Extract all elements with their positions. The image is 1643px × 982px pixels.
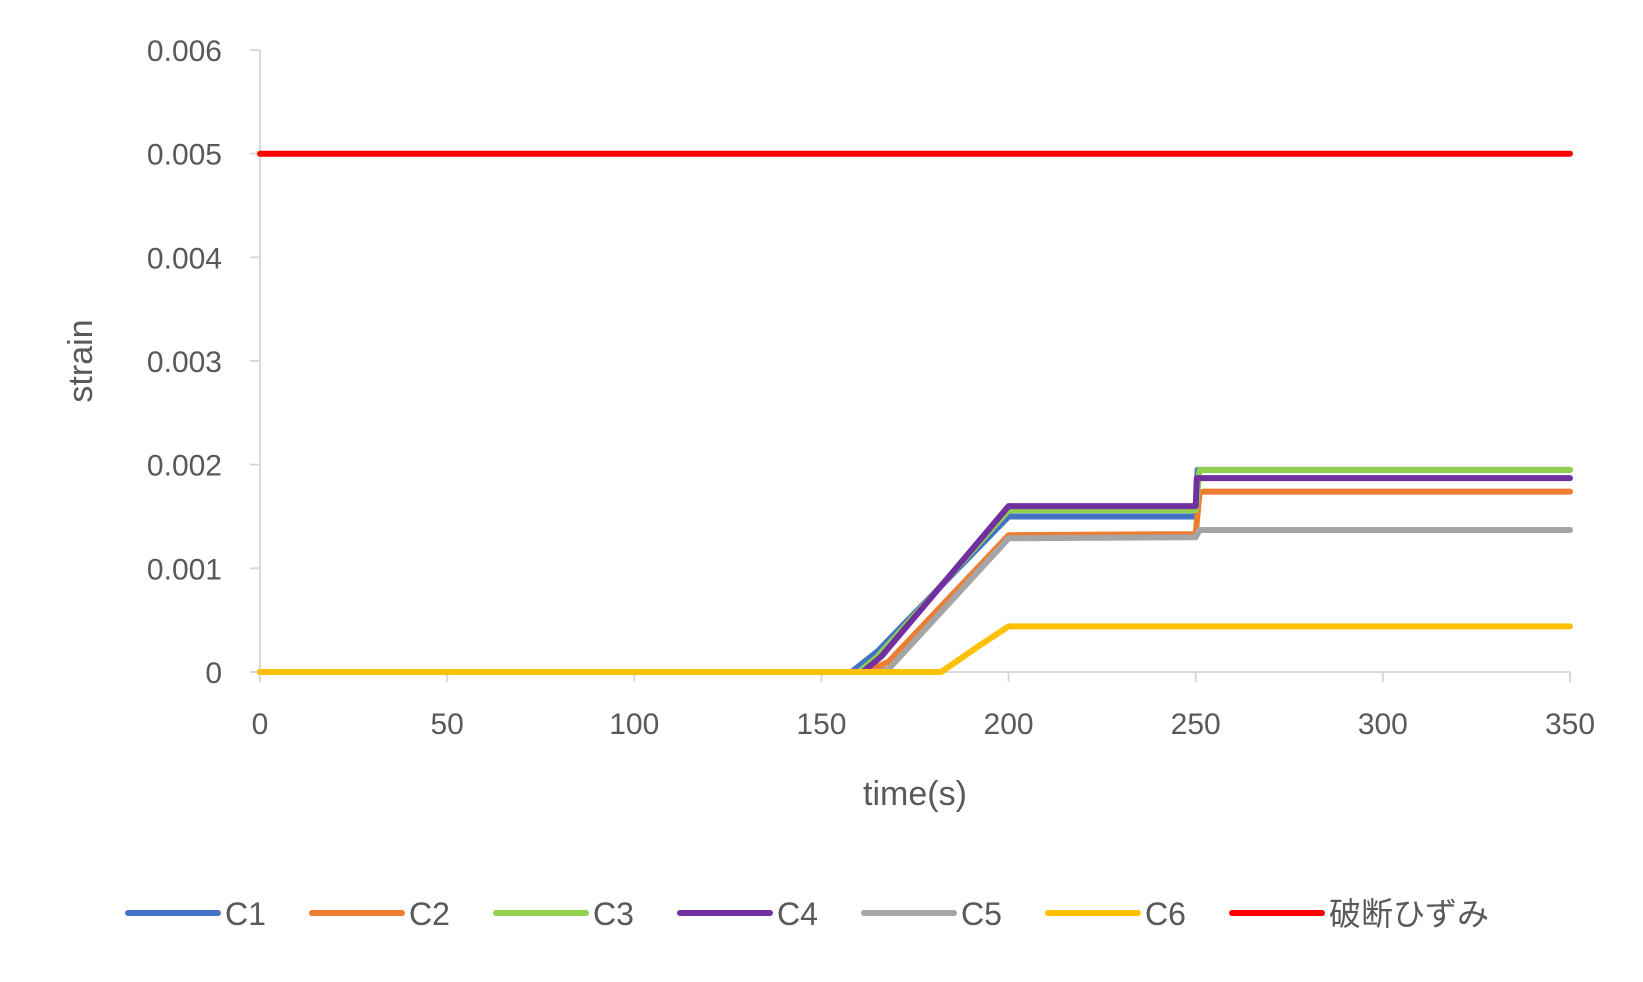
x-tick-label: 100 [609,708,659,741]
legend-item: C5 [861,896,1002,932]
y-tick-label: 0.001 [147,553,222,586]
legend-label: C2 [409,896,450,932]
x-tick-label: 150 [796,708,846,741]
x-tick-label: 250 [1171,708,1221,741]
y-tick-label: 0.005 [147,139,222,172]
x-axis: 0 50 100 150 200 250 300 350 [252,671,1595,741]
y-tick-label: 0 [205,657,222,690]
y-tick-label: 0.006 [147,35,222,68]
legend-item: C3 [493,896,634,932]
x-tick-label: 350 [1545,708,1595,741]
legend-label: C6 [1145,896,1186,932]
plot-area: 0 0.001 0.002 0.003 0.004 0.005 0.006 0 50 100 15… [147,35,1595,741]
legend-label: 破断ひずみ [1329,896,1489,932]
legend-label: C5 [961,896,1002,932]
x-tick-label: 50 [430,708,463,741]
y-tick-label: 0.003 [147,346,222,379]
series-line-5 [257,527,1573,675]
legend-item: 破断ひずみ [1229,896,1489,932]
y-tick-label: 0.004 [147,242,222,275]
legend-label: C1 [225,896,266,932]
y-axis-title: strain [62,319,100,402]
series-line-2 [257,488,1573,675]
legend: C1 C2 C3 C4 C5 C6 破断ひずみ [125,896,1489,932]
legend-item: C1 [125,896,266,932]
legend-item: C6 [1045,896,1186,932]
x-axis-title: time(s) [863,775,967,813]
legend-label: C4 [777,896,818,932]
legend-item: C4 [677,896,818,932]
x-tick-label: 200 [984,708,1034,741]
legend-item: C2 [309,896,450,932]
x-tick-label: 0 [252,708,269,741]
series-line-6 [257,623,1573,675]
legend-label: C3 [593,896,634,932]
x-tick-label: 300 [1358,708,1408,741]
series-lines [257,150,1573,675]
y-tick-label: 0.002 [147,450,222,483]
y-axis: 0 0.001 0.002 0.003 0.004 0.005 0.006 [147,35,261,690]
